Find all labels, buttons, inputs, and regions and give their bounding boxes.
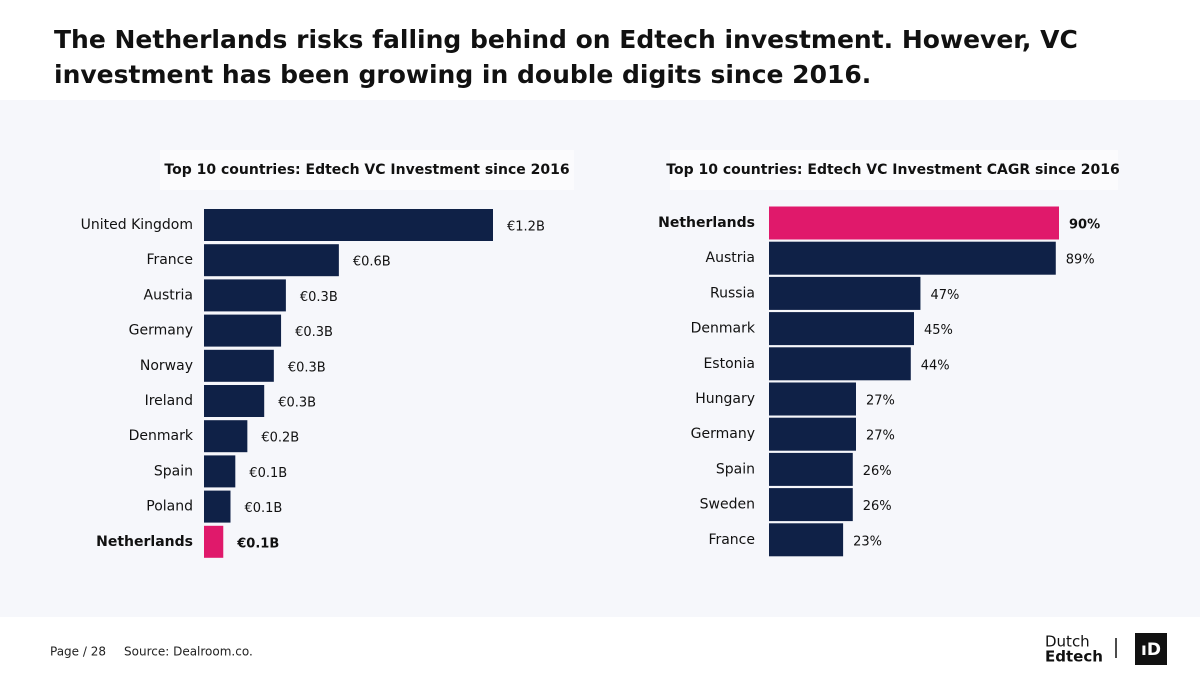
category-label: Austria <box>144 287 193 303</box>
bar <box>769 382 856 416</box>
category-label: Netherlands <box>96 534 193 550</box>
category-label: Spain <box>154 463 193 479</box>
category-label: Estonia <box>703 356 755 372</box>
logo-text: Dutch <box>1045 633 1090 651</box>
bar <box>204 209 493 241</box>
value-label: €0.1B <box>236 536 279 551</box>
value-label: 27% <box>866 394 895 409</box>
bar <box>769 417 856 451</box>
bar <box>204 525 224 558</box>
bar <box>204 244 339 277</box>
value-label: €0.1B <box>249 466 287 481</box>
value-label: €0.6B <box>353 255 391 270</box>
chart-title: Top 10 countries: Edtech VC Investment C… <box>666 162 1119 178</box>
bar <box>769 276 921 310</box>
value-label: €0.3B <box>278 396 316 411</box>
bar <box>769 452 853 486</box>
bar <box>769 206 1059 240</box>
logo-text: Edtech <box>1045 648 1103 666</box>
value-label: €0.1B <box>244 501 282 516</box>
category-label: Germany <box>691 426 755 442</box>
value-label: €0.2B <box>261 431 299 446</box>
category-label: Denmark <box>691 321 756 337</box>
value-label: €0.3B <box>295 325 333 340</box>
value-label: 89% <box>1066 253 1095 268</box>
value-label: 47% <box>930 288 959 303</box>
value-label: 90% <box>1069 218 1100 233</box>
category-label: France <box>708 532 755 548</box>
category-label: France <box>146 252 193 268</box>
category-label: Russia <box>710 285 755 301</box>
bar <box>204 490 231 523</box>
bar <box>769 488 853 522</box>
category-label: Sweden <box>700 497 755 513</box>
category-label: Spain <box>716 461 755 477</box>
chart-title-box <box>670 150 1118 190</box>
value-label: €0.3B <box>300 290 338 305</box>
bar <box>204 455 236 488</box>
page-number: Page / 28 <box>50 645 106 659</box>
category-label: Germany <box>129 323 193 339</box>
bar <box>769 312 914 346</box>
value-label: 26% <box>863 499 892 514</box>
bar <box>769 523 844 557</box>
category-label: Netherlands <box>658 215 755 231</box>
value-label: €0.3B <box>288 360 326 375</box>
value-label: 45% <box>924 323 953 338</box>
bar <box>204 420 248 453</box>
bar <box>204 314 282 347</box>
bar <box>204 385 265 417</box>
category-label: Poland <box>146 499 193 515</box>
bar <box>204 279 286 312</box>
page-title: investment has been growing in double di… <box>54 60 871 89</box>
value-label: 26% <box>863 464 892 479</box>
category-label: Denmark <box>129 428 194 444</box>
value-label: €1.2B <box>507 220 545 235</box>
bar <box>769 241 1056 275</box>
value-label: 27% <box>866 429 895 444</box>
category-label: Austria <box>706 250 755 266</box>
logo-mark <box>1135 633 1167 665</box>
category-label: Ireland <box>145 393 193 409</box>
bar <box>769 347 911 381</box>
chart-title: Top 10 countries: Edtech VC Investment s… <box>164 162 569 178</box>
value-label: 44% <box>921 358 950 373</box>
source: Source: Dealroom.co. <box>124 645 253 659</box>
category-label: Norway <box>140 358 193 374</box>
logo-mark-text: ıD <box>1141 640 1161 660</box>
page-title: The Netherlands risks falling behind on … <box>54 25 1078 54</box>
chart-title-box <box>160 150 574 190</box>
value-label: 23% <box>853 534 882 549</box>
category-label: United Kingdom <box>81 217 193 233</box>
bar <box>204 349 274 382</box>
category-label: Hungary <box>695 391 755 407</box>
